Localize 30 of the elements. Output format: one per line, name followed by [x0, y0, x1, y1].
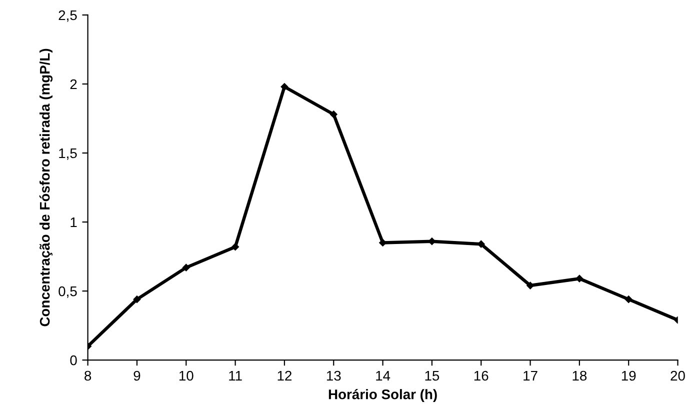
- point: [232, 243, 239, 251]
- y-tick-label: 0,5: [58, 286, 77, 298]
- x-tick-label: 17: [524, 370, 538, 381]
- x-tick-label: 19: [622, 370, 636, 381]
- y-tick-label: 0: [70, 355, 77, 366]
- y-tick-label: 2: [70, 79, 77, 90]
- x-tick-label: 9: [134, 370, 140, 381]
- x-tick-label: 13: [326, 370, 341, 381]
- point: [526, 282, 534, 290]
- x-tick-label: 8: [84, 370, 92, 381]
- point: [576, 274, 584, 282]
- x-tick-label: 15: [425, 370, 440, 381]
- point: [133, 296, 141, 303]
- point: [182, 264, 190, 272]
- x-tick-label: 20: [670, 370, 685, 381]
- point: [379, 239, 386, 246]
- y-tick-label: 1: [70, 218, 77, 228]
- point: [280, 83, 288, 90]
- point: [330, 110, 338, 118]
- x-tick-label: 14: [376, 370, 390, 381]
- y-tick-label: 2,5: [58, 10, 77, 22]
- x-tick-label: 10: [179, 370, 194, 381]
- x-tick-label: 18: [572, 370, 587, 381]
- y-tick-label: 1,5: [59, 148, 77, 160]
- y-axis-title: Concentração de Fósforo retirada (mgP/L): [39, 48, 53, 326]
- x-tick-label: 16: [474, 370, 488, 381]
- x-axis-title: Horário Solar (h): [328, 388, 437, 402]
- x-tick-label: 12: [278, 370, 292, 381]
- point: [624, 296, 632, 303]
- x-tick-label: 11: [229, 370, 242, 381]
